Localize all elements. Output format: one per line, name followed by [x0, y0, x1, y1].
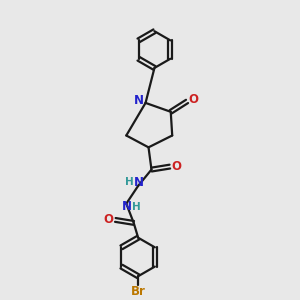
Text: O: O	[104, 213, 114, 226]
Text: H: H	[125, 177, 134, 187]
Text: Br: Br	[131, 285, 146, 298]
Text: N: N	[134, 94, 144, 107]
Text: H: H	[132, 202, 141, 212]
Text: O: O	[171, 160, 182, 172]
Text: N: N	[122, 200, 132, 213]
Text: O: O	[188, 93, 198, 106]
Text: N: N	[134, 176, 144, 189]
